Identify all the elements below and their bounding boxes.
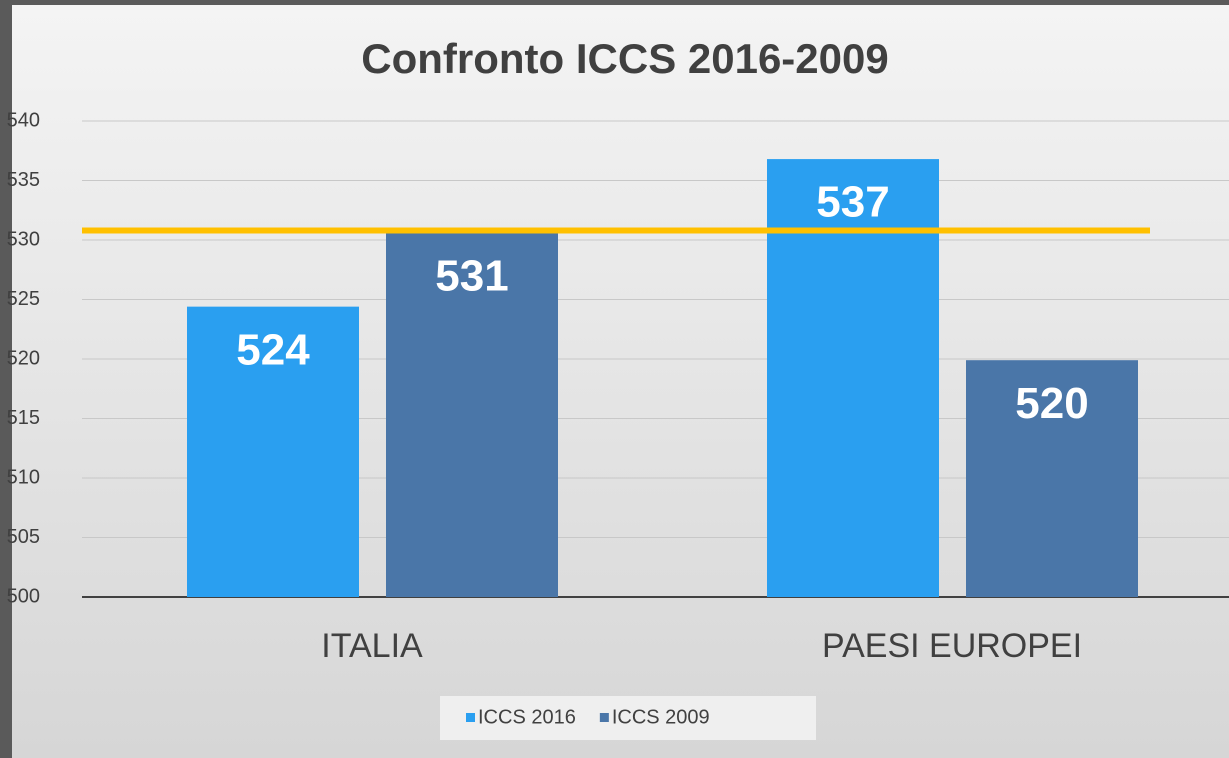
y-tick-label: 510 <box>7 466 40 488</box>
legend-swatch <box>600 713 609 722</box>
x-tick-label: PAESI EUROPEI <box>822 627 1082 665</box>
y-tick-label: 525 <box>7 288 40 310</box>
legend-label: ICCS 2009 <box>612 706 710 728</box>
legend-label: ICCS 2016 <box>478 706 576 728</box>
y-tick-label: 515 <box>7 407 40 429</box>
y-tick-label: 540 <box>7 109 40 131</box>
y-tick-label: 530 <box>7 228 40 250</box>
page: Confronto ICCS 2016-2009 500 505 510 515 520… <box>0 0 1229 758</box>
chart: Confronto ICCS 2016-2009 500 505 510 515 520… <box>0 0 1229 758</box>
y-tick-label: 520 <box>7 347 40 369</box>
data-label: 537 <box>816 178 889 227</box>
y-tick-label: 500 <box>7 585 40 607</box>
chart-title: Confronto ICCS 2016-2009 <box>361 35 888 82</box>
y-tick-label: 535 <box>7 169 40 191</box>
data-label: 524 <box>236 325 310 374</box>
legend-swatch <box>466 713 475 722</box>
y-tick-label: 505 <box>7 526 40 548</box>
data-label: 520 <box>1015 379 1088 428</box>
x-tick-label: ITALIA <box>321 627 423 665</box>
data-label: 531 <box>435 251 508 300</box>
